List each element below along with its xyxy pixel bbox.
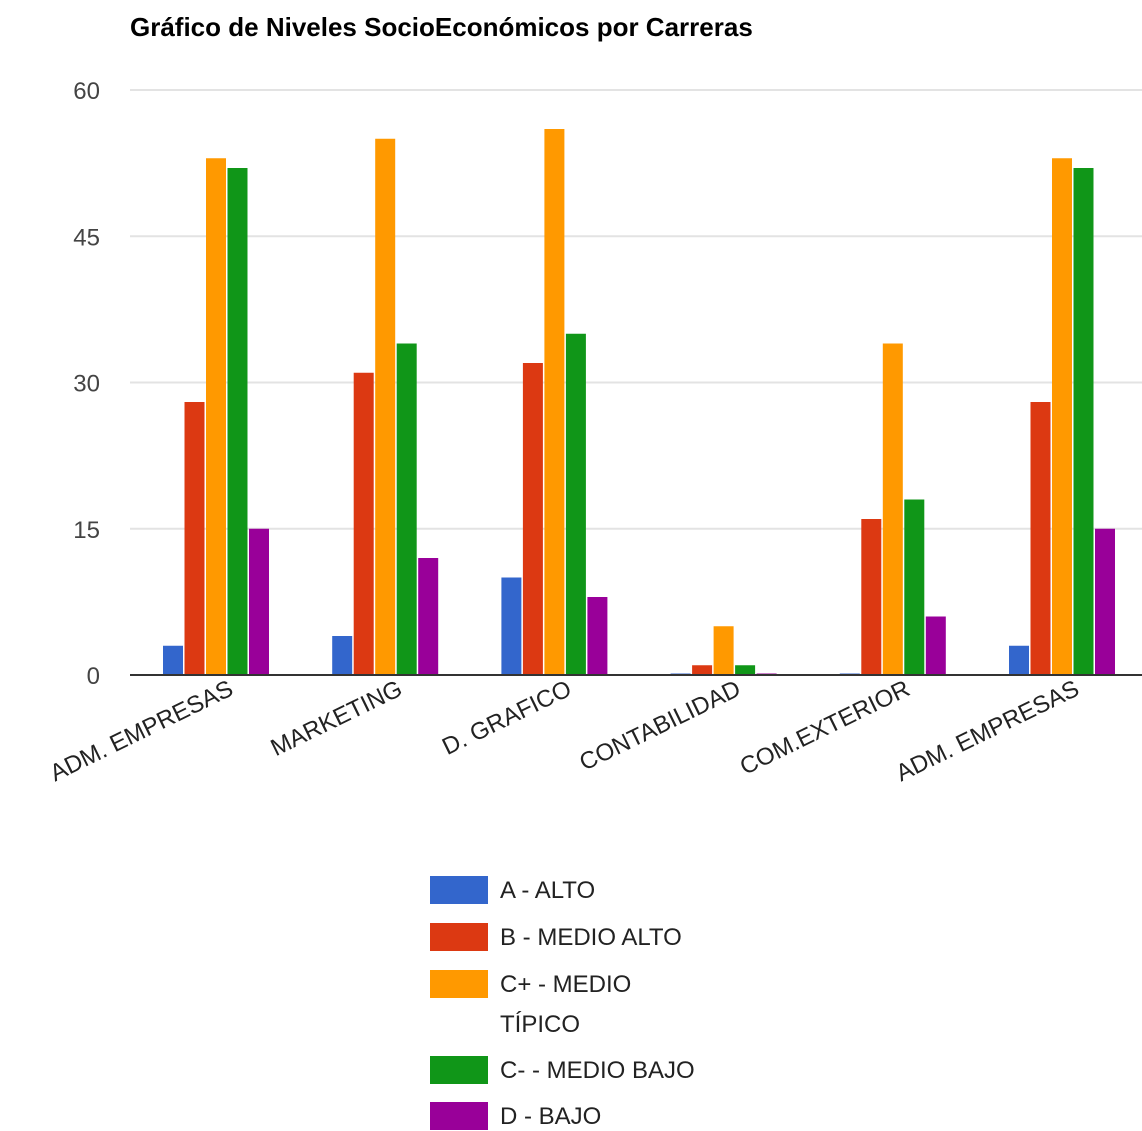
x-category-label: D. GRAFICO	[438, 675, 576, 761]
legend-entry[interactable]: A - ALTO	[430, 876, 595, 904]
bar	[227, 168, 248, 675]
x-category-label: ADM. EMPRESAS	[46, 675, 238, 787]
bar	[332, 636, 353, 675]
bar	[184, 402, 205, 675]
legend[interactable]: A - ALTO B - MEDIO ALTO C+ - MEDIO TÍPICO C-…	[430, 876, 695, 1130]
legend-label-line: C- - MEDIO BAJO	[500, 1057, 695, 1084]
legend-entry[interactable]: C+ - MEDIO TÍPICO	[430, 970, 631, 1038]
x-category-label: ADM. EMPRESAS	[892, 675, 1084, 787]
legend-label: C+ - MEDIO TÍPICO	[500, 971, 631, 1038]
bar	[396, 343, 417, 675]
bar	[904, 499, 925, 675]
chart-title: Gráfico de Niveles SocioEconómicos por C…	[130, 12, 753, 42]
bar	[163, 645, 183, 675]
legend-swatch	[430, 923, 488, 951]
bar	[925, 616, 946, 675]
legend-swatch	[430, 1056, 488, 1084]
y-axis-ticks: 0 15 30 45 60	[73, 78, 100, 690]
legend-entry[interactable]: B - MEDIO ALTO	[430, 923, 682, 951]
bar	[735, 665, 756, 675]
bar	[375, 138, 396, 675]
bar	[565, 333, 586, 675]
y-tick-label: 15	[73, 517, 100, 544]
bar	[418, 558, 439, 675]
x-category-label: CONTABILIDAD	[575, 675, 745, 776]
bar	[861, 519, 882, 675]
legend-swatch	[430, 1102, 488, 1130]
legend-label: A - ALTO	[500, 877, 595, 904]
legend-label-line: TÍPICO	[500, 1011, 580, 1038]
legend-label-line: B - MEDIO ALTO	[500, 924, 682, 951]
bar	[249, 528, 269, 675]
y-tick-label: 30	[73, 371, 100, 398]
legend-swatch	[430, 876, 488, 904]
bar	[1009, 645, 1029, 675]
bar	[713, 626, 734, 675]
legend-label: D - BAJO	[500, 1103, 601, 1130]
y-tick-label: 60	[73, 78, 100, 105]
bar	[501, 577, 522, 675]
y-tick-label: 0	[87, 663, 100, 690]
bar	[353, 372, 374, 675]
legend-label-line: D - BAJO	[500, 1103, 601, 1130]
gridlines	[130, 89, 1142, 530]
bar	[544, 129, 565, 675]
legend-label-line: A - ALTO	[500, 877, 595, 904]
bar	[1095, 528, 1115, 675]
legend-swatch	[430, 970, 488, 998]
bar	[1030, 402, 1051, 675]
legend-label: B - MEDIO ALTO	[500, 924, 682, 951]
x-axis-labels: ADM. EMPRESAS MARKETING D. GRAFICO CONTABIL…	[46, 675, 1084, 787]
x-category-label: MARKETING	[266, 675, 406, 762]
bar	[1052, 158, 1072, 675]
legend-entry[interactable]: C- - MEDIO BAJO	[430, 1056, 695, 1084]
bar	[206, 158, 226, 675]
bar	[522, 363, 543, 675]
legend-entry[interactable]: D - BAJO	[430, 1102, 601, 1130]
legend-label: C- - MEDIO BAJO	[500, 1057, 695, 1084]
bar	[1073, 168, 1094, 675]
y-tick-label: 45	[73, 224, 100, 251]
bar	[692, 665, 713, 675]
bar	[882, 343, 903, 675]
legend-label-line: C+ - MEDIO	[500, 971, 631, 998]
x-category-label: COM.EXTERIOR	[736, 675, 914, 781]
bar	[587, 597, 608, 675]
bars	[163, 129, 1115, 675]
